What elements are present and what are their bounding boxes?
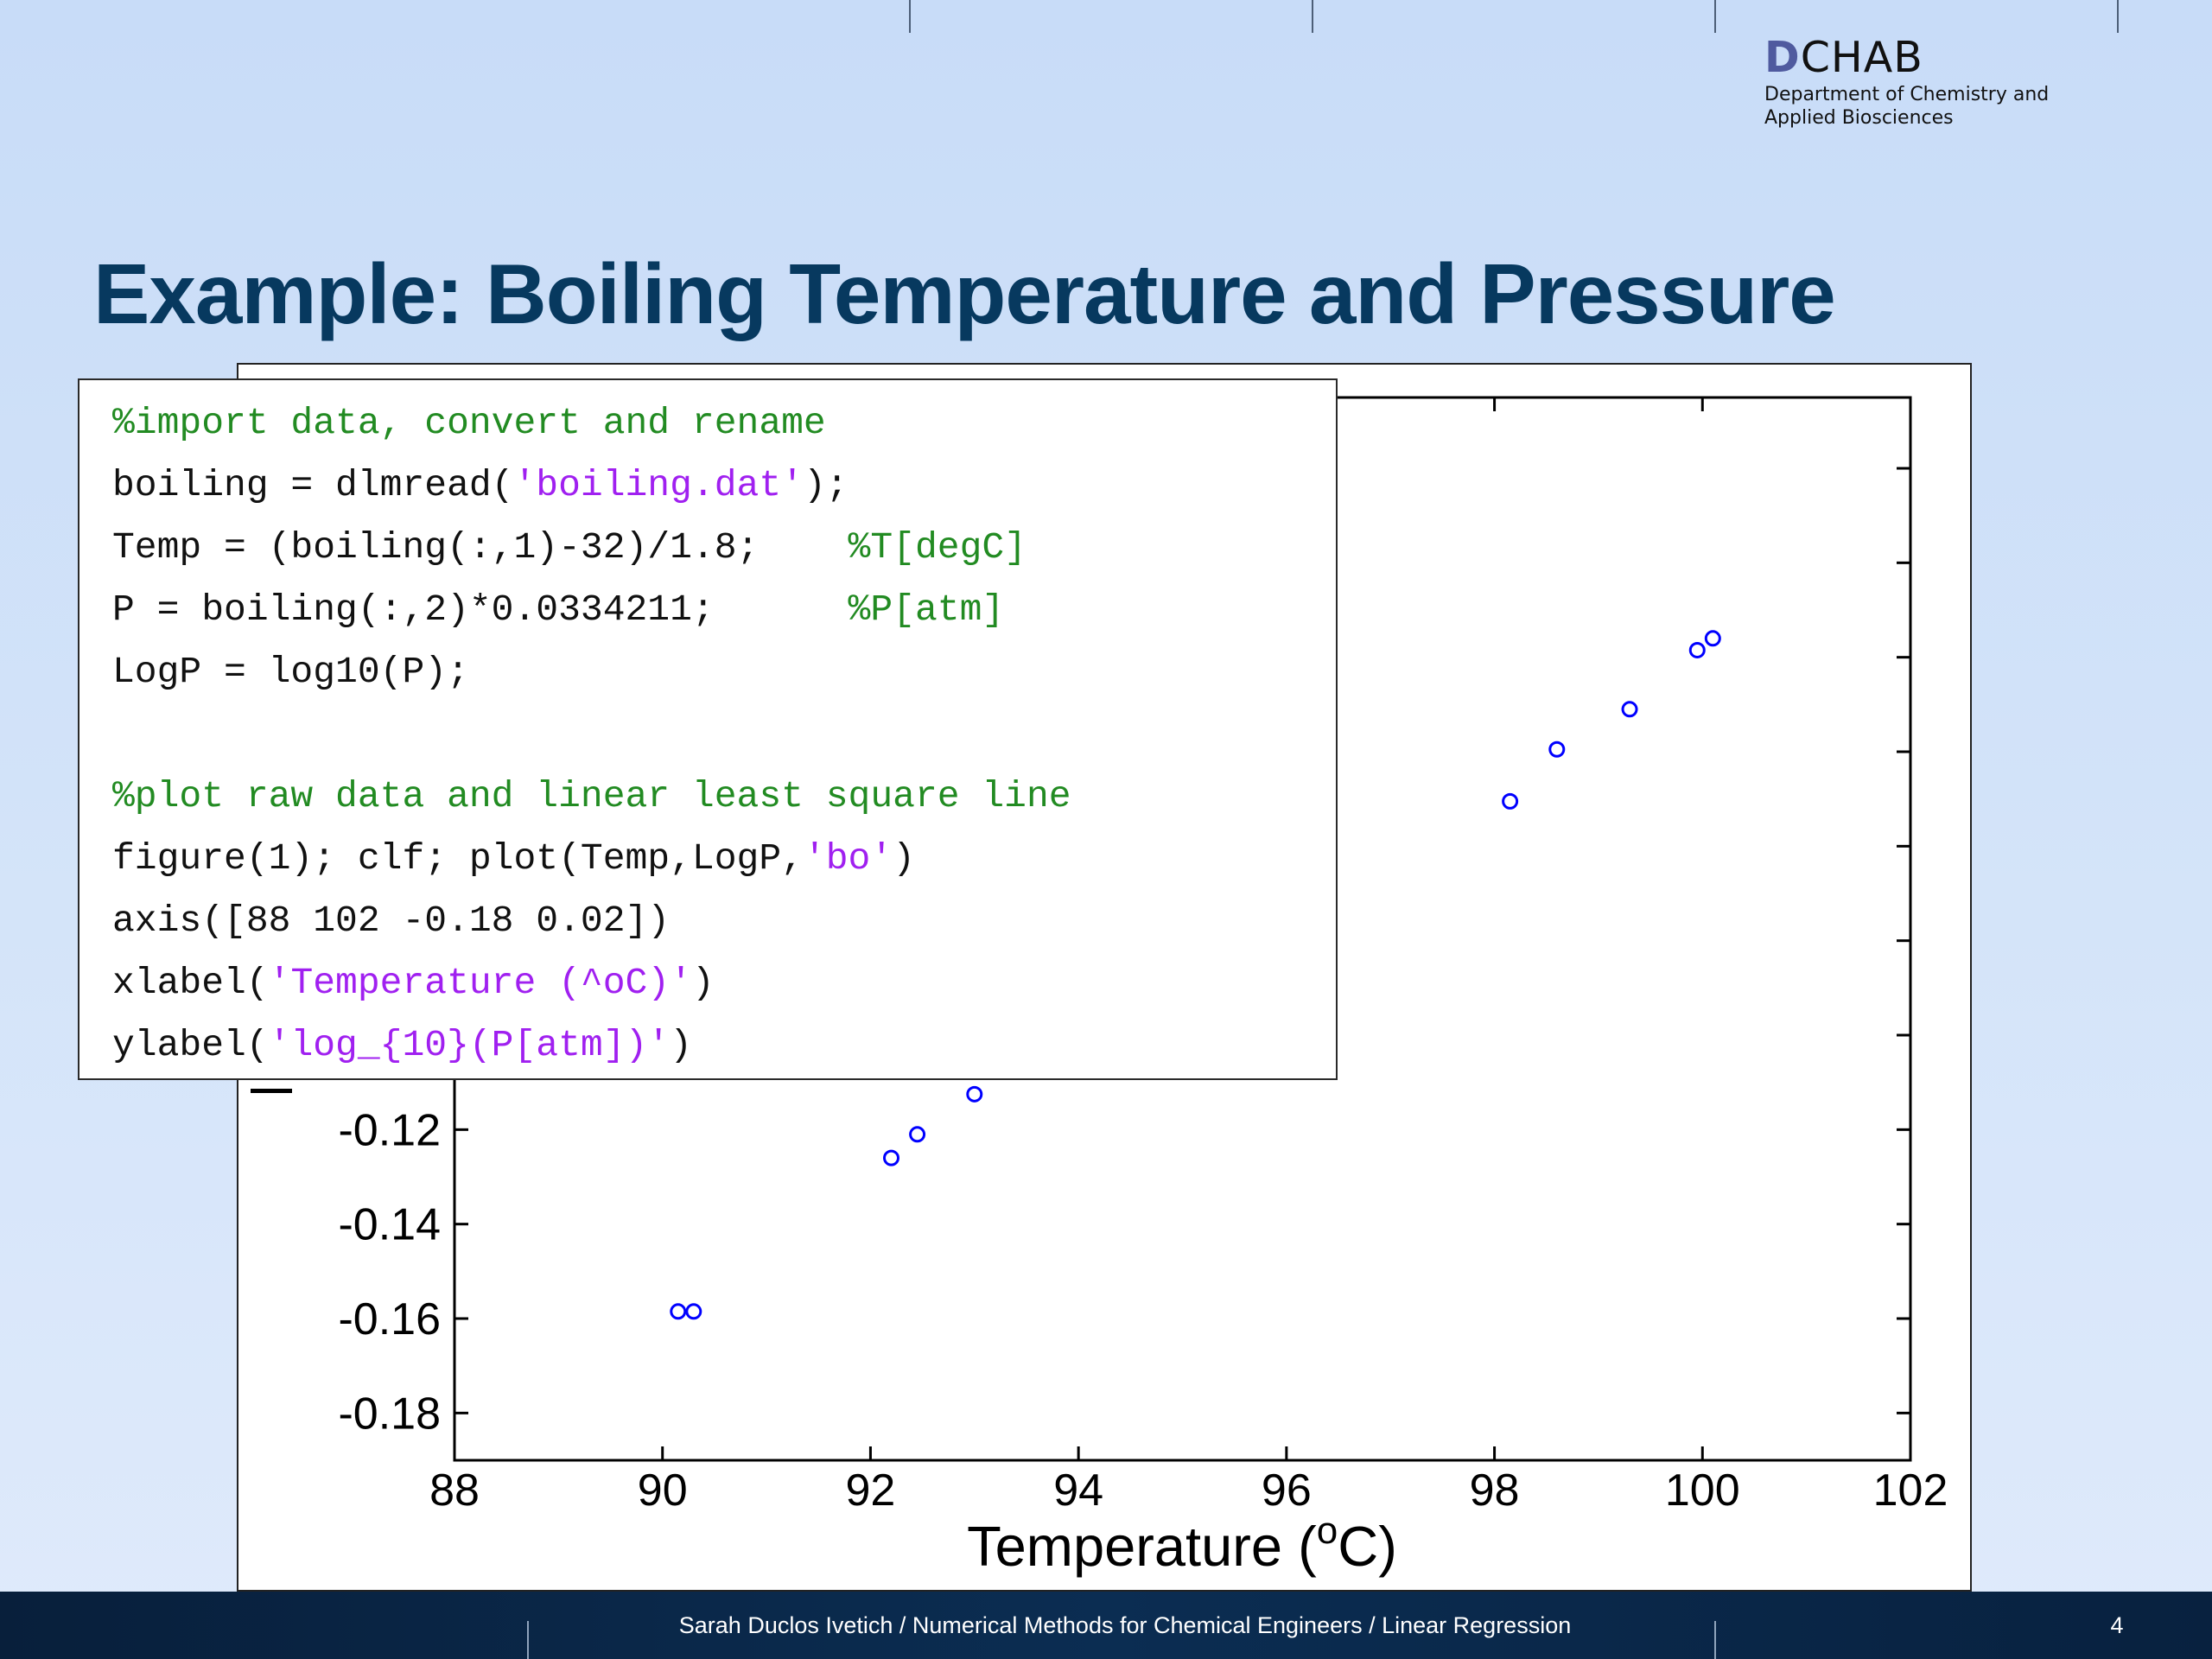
code-text: ylabel( <box>112 1024 269 1066</box>
dchab-logo: DCHAB Department of Chemistry and Applie… <box>1764 33 2145 130</box>
code-comment: %T[degC] <box>848 526 1027 569</box>
code-string: 'bo' <box>803 837 893 880</box>
data-point <box>685 1303 702 1320</box>
footer-bar: Sarah Duclos Ivetich / Numerical Methods… <box>0 1592 2212 1659</box>
code-line <box>112 703 1336 766</box>
footer-separator <box>527 1621 529 1659</box>
code-text: ) <box>670 1024 692 1066</box>
code-line: ylabel('log_{10}(P[atm])') <box>112 1014 1336 1077</box>
data-point <box>966 1085 983 1103</box>
code-text: ) <box>893 837 915 880</box>
x-tick-label: 100 <box>1665 1465 1740 1516</box>
data-point <box>1548 741 1566 758</box>
code-line: boiling = dlmread('boiling.dat'); <box>112 454 1336 517</box>
header-tick-mark <box>2117 0 2119 33</box>
logo-department-line-1: Department of Chemistry and <box>1764 84 2050 105</box>
code-comment: %plot raw data and linear least square l… <box>112 775 1071 817</box>
ylabel-fragment <box>251 1089 292 1093</box>
code-text: ); <box>803 464 849 506</box>
data-point <box>1688 641 1706 658</box>
header-tick-mark <box>909 0 911 33</box>
code-line: Temp = (boiling(:,1)-32)/1.8; %T[degC] <box>112 517 1336 579</box>
x-axis-label-text: Temperature ( <box>967 1515 1317 1578</box>
code-line: figure(1); clf; plot(Temp,LogP,'bo') <box>112 828 1336 890</box>
code-line: xlabel('Temperature (^oC)') <box>112 952 1336 1014</box>
code-line: LogP = log10(P); <box>112 641 1336 703</box>
code-comment: %import data, convert and rename <box>112 402 826 444</box>
x-tick-label: 96 <box>1262 1465 1312 1516</box>
y-tick-label: -0.12 <box>338 1105 441 1155</box>
x-tick-label: 102 <box>1873 1465 1948 1516</box>
matlab-code-box: %import data, convert and rename boiling … <box>78 378 1338 1080</box>
code-line: P = boiling(:,2)*0.0334211; %P[atm] <box>112 579 1336 641</box>
code-string: 'log_{10}(P[atm])' <box>268 1024 671 1066</box>
header-tick-mark <box>1714 0 1716 33</box>
code-text: boiling = dlmread( <box>112 464 514 506</box>
x-tick-label: 94 <box>1053 1465 1103 1516</box>
y-tick-label: -0.18 <box>338 1389 441 1439</box>
logo-department-line-2: Applied Biosciences <box>1764 107 1954 129</box>
data-point <box>909 1126 926 1143</box>
x-axis-label-unit: C) <box>1338 1515 1397 1578</box>
code-line: %plot raw data and linear least square l… <box>112 766 1336 828</box>
code-comment: %P[atm] <box>848 588 1005 631</box>
y-tick-label: -0.16 <box>338 1294 441 1344</box>
code-text: ) <box>691 962 715 1004</box>
code-string: 'Temperature (^oC)' <box>268 962 692 1004</box>
code-line: %import data, convert and rename <box>112 392 1336 454</box>
code-text: figure(1); clf; plot(Temp,LogP, <box>112 837 804 880</box>
data-point <box>883 1149 899 1166</box>
y-axis: -0.18 -0.16 -0.14 -0.12 <box>338 467 1910 1439</box>
code-text: Temp = (boiling(:,1)-32)/1.8; <box>112 526 849 569</box>
data-point <box>1621 701 1638 718</box>
footer-text: Sarah Duclos Ivetich / Numerical Methods… <box>678 1612 1572 1638</box>
code-line: axis([88 102 -0.18 0.02]) <box>112 890 1336 952</box>
x-axis-label-degree: o <box>1317 1510 1338 1552</box>
logo-wordmark-rest: CHAB <box>1800 33 1923 82</box>
x-tick-label: 92 <box>846 1465 896 1516</box>
code-text: P = boiling(:,2)*0.0334211; <box>112 588 849 631</box>
page-number: 4 <box>2110 1612 2124 1638</box>
footer-separator <box>1714 1621 1716 1659</box>
logo-wordmark-d: D <box>1764 33 1801 82</box>
x-axis: 88 90 92 94 96 98 100 102 <box>429 397 1948 1516</box>
data-point <box>1502 792 1519 810</box>
code-text: axis([88 102 -0.18 0.02]) <box>112 899 671 942</box>
code-string: 'boiling.dat' <box>513 464 804 506</box>
x-axis-label: Temperature (oC) <box>967 1510 1397 1578</box>
data-series <box>670 630 1721 1320</box>
x-tick-label: 98 <box>1470 1465 1520 1516</box>
header-tick-mark <box>1312 0 1313 33</box>
x-tick-label: 88 <box>429 1465 480 1516</box>
data-point <box>1704 630 1721 647</box>
y-tick-label: -0.14 <box>338 1200 441 1250</box>
code-text: xlabel( <box>112 962 269 1004</box>
x-tick-label: 90 <box>638 1465 688 1516</box>
data-point <box>670 1303 687 1320</box>
code-text: LogP = log10(P); <box>112 651 469 693</box>
slide-title: Example: Boiling Temperature and Pressur… <box>93 246 1836 341</box>
logo-wordmark: DCHAB <box>1764 33 2145 83</box>
